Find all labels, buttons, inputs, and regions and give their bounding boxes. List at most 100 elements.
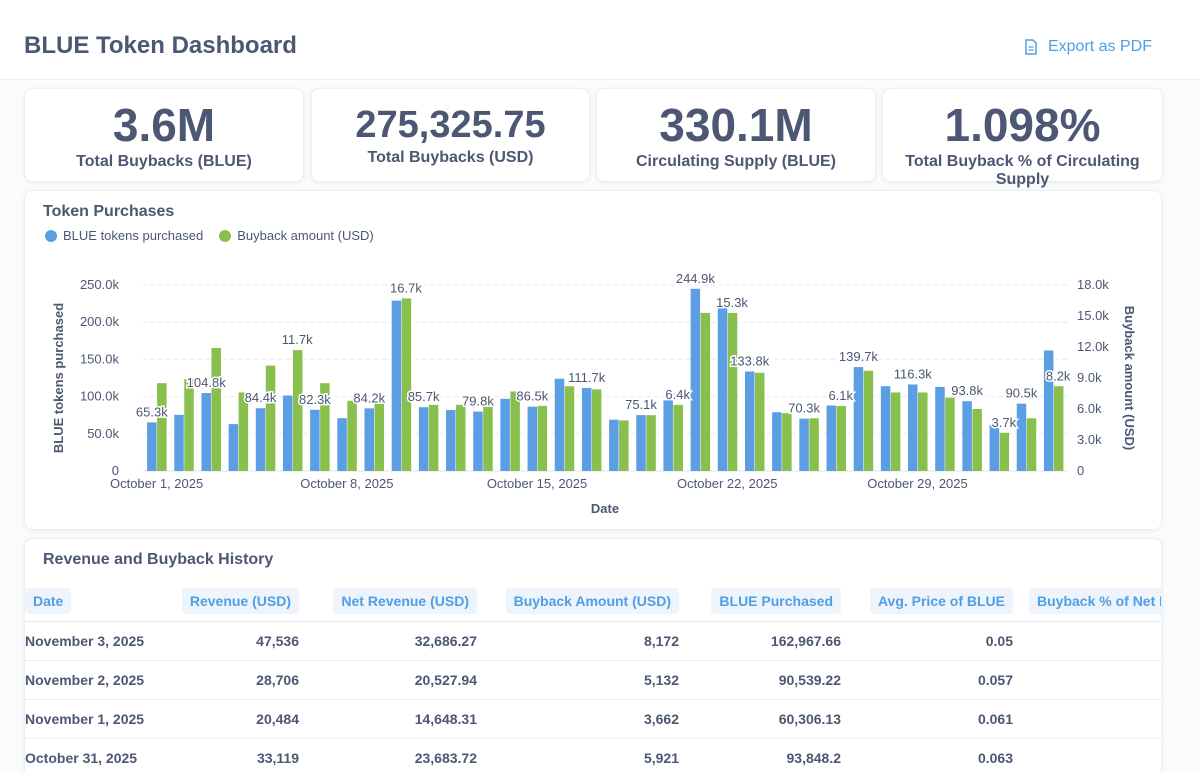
bar-buyback-usd[interactable] [265, 365, 276, 471]
bar-blue-tokens[interactable] [581, 387, 592, 471]
cell-revenue: 28,706 [167, 660, 307, 700]
cell-date: November 3, 2025 [25, 621, 167, 661]
bar-blue-tokens[interactable] [636, 415, 646, 471]
bar-buyback-usd[interactable] [619, 420, 629, 471]
data-label: 90.5k [1006, 386, 1038, 401]
legend-item-buyback-usd[interactable]: Buyback amount (USD) [219, 228, 374, 243]
bar-blue-tokens[interactable] [908, 384, 918, 471]
bar-buyback-usd[interactable] [184, 379, 194, 471]
bar-blue-tokens[interactable] [772, 412, 782, 471]
bar-buyback-usd[interactable] [918, 392, 928, 471]
bar-buyback-usd[interactable] [727, 312, 738, 471]
cell-avg-price: 0.057 [849, 660, 1021, 700]
kpi-label: Total Buyback % of Circulating Supply [905, 153, 1140, 188]
column-header-buyback-percent[interactable]: Buyback % of Net Revenue [1021, 581, 1161, 622]
bar-buyback-usd[interactable] [673, 404, 683, 471]
bar-blue-tokens[interactable] [799, 418, 809, 471]
bar-buyback-usd[interactable] [1053, 386, 1064, 471]
bar-blue-tokens[interactable] [989, 424, 1000, 471]
bar-blue-tokens[interactable] [201, 393, 211, 471]
bar-blue-tokens[interactable] [609, 419, 619, 471]
bar-blue-tokens[interactable] [174, 414, 184, 471]
kpi-value: 330.1M [659, 99, 813, 151]
bar-buyback-usd[interactable] [890, 392, 901, 471]
bar-blue-tokens[interactable] [446, 409, 456, 471]
bar-buyback-usd[interactable] [945, 397, 955, 471]
bar-buyback-usd[interactable] [564, 386, 575, 471]
cell-revenue: 20,484 [167, 699, 307, 739]
kpi-label: Circulating Supply (BLUE) [636, 153, 836, 170]
data-label: 6.1k [828, 388, 853, 403]
bar-buyback-usd[interactable] [809, 418, 819, 471]
y2-axis-title: Buyback amount (USD) [1122, 306, 1137, 450]
bar-buyback-usd[interactable] [782, 413, 792, 471]
bar-buyback-usd[interactable] [292, 350, 303, 471]
bar-buyback-usd[interactable] [211, 348, 221, 471]
bar-buyback-usd[interactable] [972, 409, 982, 471]
revenue-buyback-history-card: Revenue and Buyback History Date Revenue… [24, 538, 1162, 772]
bar-blue-tokens[interactable] [255, 408, 266, 471]
bar-buyback-usd[interactable] [836, 405, 847, 471]
bar-buyback-usd[interactable] [401, 298, 412, 471]
legend-item-blue-tokens[interactable]: BLUE tokens purchased [45, 228, 203, 243]
bar-blue-tokens[interactable] [282, 395, 293, 471]
bar-buyback-usd[interactable] [374, 402, 385, 471]
export-pdf-button[interactable]: Export as PDF [1024, 38, 1152, 56]
bar-blue-tokens[interactable] [880, 386, 891, 471]
bar-buyback-usd[interactable] [591, 389, 602, 471]
bar-blue-tokens[interactable] [418, 407, 429, 471]
data-label: 86.5k [516, 389, 548, 404]
bar-blue-tokens[interactable] [663, 400, 673, 471]
bar-buyback-usd[interactable] [999, 432, 1010, 471]
column-header-net-revenue[interactable]: Net Revenue (USD) [307, 581, 485, 622]
y-tick-label: 0 [112, 463, 119, 478]
bar-buyback-usd[interactable] [754, 372, 765, 471]
bar-buyback-usd[interactable] [700, 312, 711, 471]
bar-buyback-usd[interactable] [646, 415, 656, 471]
bar-blue-tokens[interactable] [717, 307, 728, 471]
bar-blue-tokens[interactable] [1043, 350, 1054, 471]
kpi-value: 3.6M [112, 99, 216, 151]
bar-buyback-usd[interactable] [456, 404, 466, 471]
bar-buyback-usd[interactable] [238, 392, 249, 471]
bar-blue-tokens[interactable] [228, 424, 239, 471]
cell-blue-purchased: 162,967.66 [687, 621, 849, 661]
bar-blue-tokens[interactable] [310, 409, 320, 471]
bar-blue-tokens[interactable] [554, 378, 565, 471]
bar-blue-tokens[interactable] [826, 405, 837, 471]
column-header-avg-price[interactable]: Avg. Price of BLUE [849, 581, 1021, 622]
bar-blue-tokens[interactable] [1016, 403, 1027, 471]
kpi-buyback-percent: 1.098% Total Buyback % of Circulating Su… [882, 88, 1163, 188]
bar-buyback-usd[interactable] [347, 400, 357, 471]
chart-legend: BLUE tokens purchased Buyback amount (US… [45, 228, 374, 243]
column-header-blue-purchased[interactable]: BLUE Purchased [687, 581, 849, 622]
bar-blue-tokens[interactable] [391, 300, 402, 471]
bar-blue-tokens[interactable] [853, 367, 864, 471]
y2-tick-label: 6.0k [1077, 401, 1102, 416]
bar-buyback-usd[interactable] [483, 406, 493, 471]
bar-buyback-usd[interactable] [320, 383, 330, 471]
bar-buyback-usd[interactable] [863, 370, 874, 471]
bar-blue-tokens[interactable] [364, 408, 375, 471]
column-header-revenue[interactable]: Revenue (USD) [167, 581, 307, 622]
bar-blue-tokens[interactable] [147, 422, 157, 471]
bar-blue-tokens[interactable] [473, 411, 483, 471]
y2-tick-label: 18.0k [1077, 277, 1109, 292]
bar-blue-tokens[interactable] [962, 401, 972, 471]
table-row: November 2, 2025 28,706 20,527.94 5,132 … [25, 660, 1161, 700]
column-header-buyback-amount[interactable]: Buyback Amount (USD) [485, 581, 687, 622]
bar-buyback-usd[interactable] [157, 383, 167, 471]
bar-buyback-usd[interactable] [428, 404, 439, 471]
bar-buyback-usd[interactable] [537, 405, 548, 471]
bar-blue-tokens[interactable] [527, 406, 538, 471]
bar-blue-tokens[interactable] [337, 418, 347, 471]
bar-blue-tokens[interactable] [690, 288, 701, 471]
y2-tick-label: 9.0k [1077, 370, 1102, 385]
bar-blue-tokens[interactable] [744, 371, 755, 471]
bar-buyback-usd[interactable] [1026, 418, 1037, 471]
table-scroll-area[interactable]: Date Revenue (USD) Net Revenue (USD) Buy… [25, 581, 1161, 772]
column-header-date[interactable]: Date [25, 581, 167, 622]
bar-buyback-usd[interactable] [510, 391, 520, 471]
bar-blue-tokens[interactable] [500, 398, 510, 471]
bar-blue-tokens[interactable] [935, 386, 945, 471]
